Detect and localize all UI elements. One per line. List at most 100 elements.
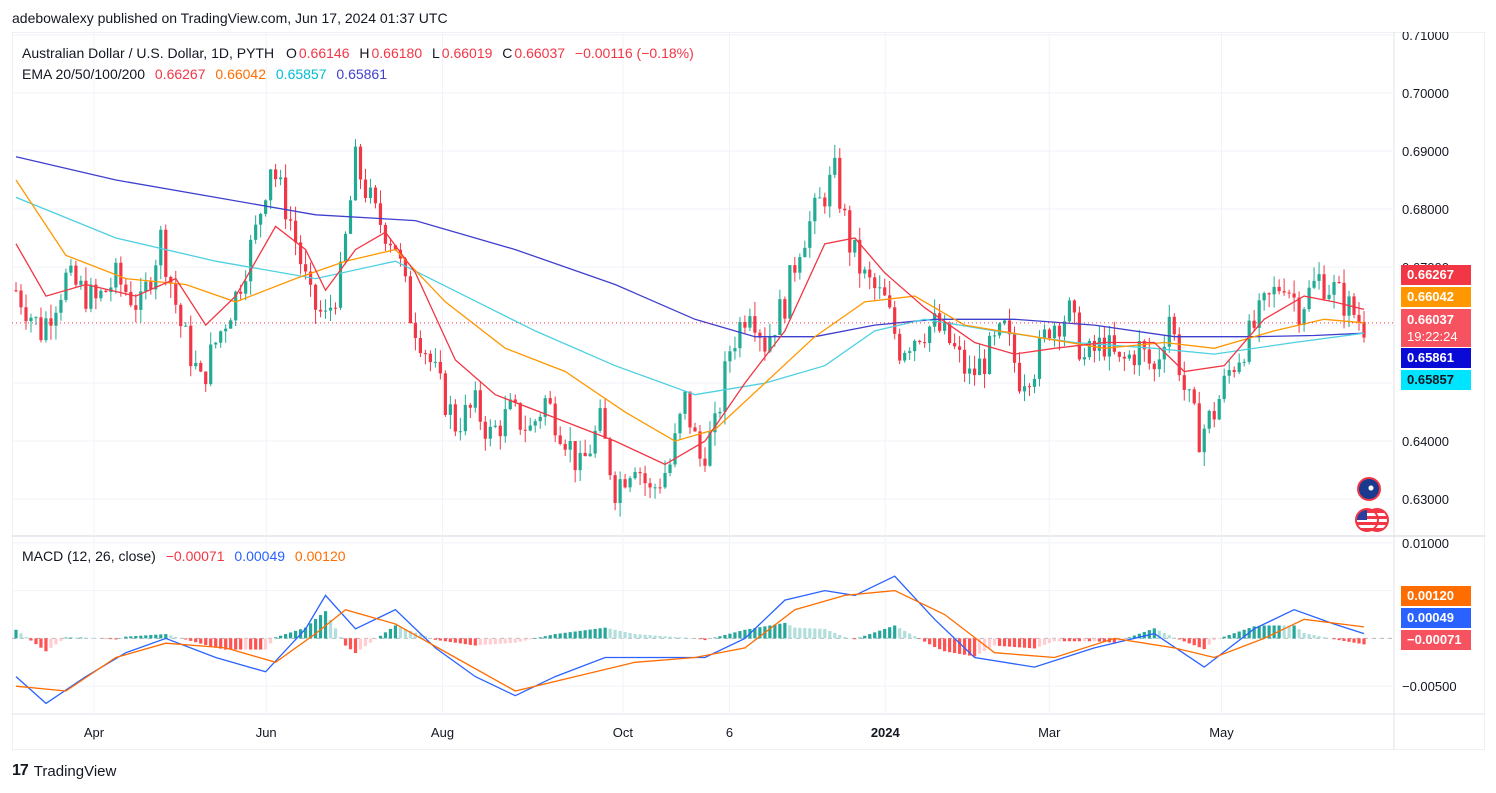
macd-histogram-bar <box>1312 635 1316 639</box>
macd-histogram-bar <box>673 636 677 639</box>
australia-flag-icon[interactable] <box>1357 477 1381 501</box>
low-label: L <box>432 45 440 61</box>
candle-body <box>443 373 447 415</box>
candle-body <box>254 224 258 240</box>
macd-histogram-bar <box>823 628 827 639</box>
candle-body <box>54 312 58 326</box>
macd-histogram-bar <box>493 638 497 645</box>
candle-body <box>1197 403 1201 453</box>
candle-body <box>693 427 697 432</box>
candle-body <box>1157 359 1161 370</box>
macd-histogram-bar <box>249 638 253 650</box>
macd-histogram-bar <box>653 635 657 639</box>
high-label: H <box>359 45 370 61</box>
macd-histogram-bar <box>1232 633 1236 639</box>
macd-histogram-bar <box>124 636 128 639</box>
symbol-legend[interactable]: Australian Dollar / U.S. Dollar, 1D, PYT… <box>22 45 696 61</box>
candle-body <box>1147 349 1151 364</box>
ema20-line <box>15 225 1365 466</box>
candle-body <box>683 391 687 414</box>
macd-histogram-bar <box>773 624 777 639</box>
macd-histogram-bar <box>743 629 747 639</box>
macd-histogram-bar <box>418 634 422 639</box>
price-tick-label: 0.64000 <box>1402 434 1449 449</box>
candle-body <box>653 487 657 489</box>
candle-body <box>259 213 263 225</box>
macd-histogram-bar <box>39 638 43 648</box>
macd-histogram-bar <box>778 623 782 639</box>
macd-histogram-bar <box>938 638 942 650</box>
countdown-timer: 19:22:24 <box>1407 329 1458 344</box>
macd-histogram-bar <box>373 638 378 640</box>
macd-histogram-bar <box>1222 636 1226 639</box>
candle-body <box>628 478 632 488</box>
candle-body <box>284 177 288 220</box>
candle-body <box>468 404 472 408</box>
macd-histogram-bar <box>788 625 792 639</box>
candle-body <box>608 438 612 476</box>
macd-histogram-bar <box>613 629 617 639</box>
candle-body <box>568 441 572 450</box>
macd-histogram-bar <box>1252 626 1256 639</box>
macd-histogram-bar <box>473 638 477 646</box>
candle-body <box>1277 286 1281 292</box>
candle-body <box>823 197 827 207</box>
macd-legend[interactable]: MACD (12, 26, close) −0.00071 0.00049 0.… <box>22 548 348 564</box>
candle-body <box>353 146 358 201</box>
candle-body <box>733 348 737 352</box>
macd-histogram-bar <box>398 627 403 639</box>
macd-histogram-bar <box>588 629 592 639</box>
macd-histogram-bar <box>109 638 113 640</box>
candle-body <box>69 265 73 273</box>
footer: 17 TradingView <box>12 762 116 780</box>
macd-histogram-bar <box>828 630 832 639</box>
macd-histogram-bar <box>648 635 652 639</box>
macd-histogram-bar <box>448 638 452 642</box>
candle-body <box>578 452 582 471</box>
macd-histogram-bar <box>758 627 762 639</box>
ema-legend[interactable]: EMA 20/50/100/200 0.66267 0.66042 0.6585… <box>22 66 389 82</box>
symbol-title: Australian Dollar / U.S. Dollar, 1D, PYT… <box>22 45 275 61</box>
macd-histogram-bar <box>318 615 323 639</box>
candle-body <box>1142 341 1146 350</box>
candle-body <box>89 284 93 309</box>
candle-body <box>403 258 408 277</box>
macd-histogram-bar <box>578 630 582 639</box>
macd-histogram-bar <box>378 635 383 639</box>
macd-histogram-bar <box>1297 629 1301 639</box>
macd-histogram-bar <box>1162 632 1166 639</box>
candle-body <box>298 242 303 265</box>
candle-body <box>718 411 722 414</box>
candle-body <box>1082 357 1087 360</box>
price-chart-svg[interactable]: 0.710000.700000.690000.680000.670000.660… <box>12 32 1485 750</box>
macd-histogram-bar <box>24 636 28 639</box>
candle-body <box>738 321 742 349</box>
candle-body <box>59 299 63 313</box>
price-tick-label: 0.63000 <box>1402 492 1449 507</box>
us-flag-icon[interactable] <box>1355 508 1379 532</box>
candle-body <box>1352 296 1356 315</box>
macd-histogram-bar <box>623 631 627 639</box>
macd-histogram-bar <box>1257 625 1261 639</box>
macd-label: MACD (12, 26, close) <box>22 548 156 564</box>
candle-body <box>818 197 822 199</box>
tradingview-logo-icon: 17 <box>12 762 29 779</box>
macd-histogram-bar <box>14 629 18 639</box>
macd-histogram-bar <box>1187 638 1191 644</box>
ema100-price-tag: 0.65857 <box>1401 370 1471 390</box>
candle-body <box>179 304 183 327</box>
chart-frame[interactable]: 0.710000.700000.690000.680000.670000.660… <box>12 32 1485 750</box>
candle-body <box>338 261 343 308</box>
candle-body <box>793 265 797 273</box>
candle-body <box>159 229 163 266</box>
macd-histogram-bar <box>1072 638 1077 642</box>
macd-histogram-bar <box>279 635 283 639</box>
macd-histogram-bar <box>1102 638 1106 642</box>
close-value: 0.66037 <box>514 45 566 61</box>
macd-histogram-bar <box>967 638 972 656</box>
macd-histogram-bar <box>288 632 293 639</box>
macd-histogram-bar <box>1202 638 1206 650</box>
macd-histogram-bar <box>274 637 278 639</box>
candle-body <box>703 458 707 466</box>
open-label: O <box>285 45 297 61</box>
